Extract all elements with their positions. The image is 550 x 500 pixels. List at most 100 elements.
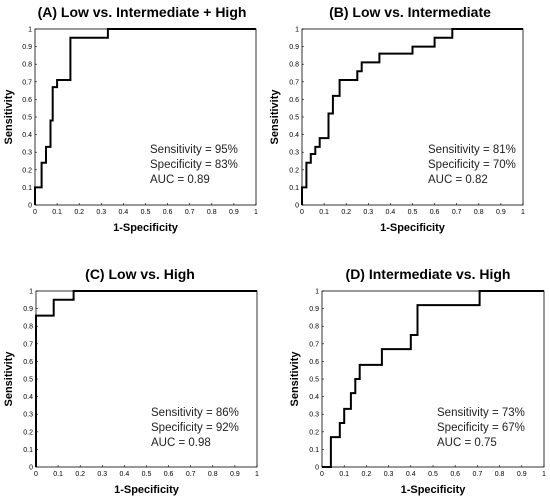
stat-annotation: AUC = 0.89 (150, 174, 210, 186)
stat-annotation: Specificity = 67% (437, 422, 525, 434)
x-tick-label: 0.3 (96, 209, 106, 216)
y-tick-label: 1 (29, 289, 33, 296)
x-tick-label: 0.4 (386, 209, 396, 216)
stat-annotation: Specificity = 83% (150, 159, 238, 171)
x-tick-label: 0.4 (406, 471, 416, 478)
y-tick-label: 0.2 (289, 167, 299, 174)
plot-frame (34, 28, 257, 206)
x-tick-label: 0.9 (496, 209, 506, 216)
x-tick-label: 1 (254, 209, 258, 216)
y-tick-label: 0.5 (309, 377, 319, 384)
y-tick-label: 1 (295, 27, 299, 34)
x-tick-label: 0.3 (97, 471, 107, 478)
x-tick-label: 0.2 (362, 471, 372, 478)
y-tick-label: 0.7 (309, 341, 319, 348)
y-tick-label: 0 (295, 203, 299, 210)
y-axis-label: Sensitivity (289, 351, 301, 407)
roc-curve (34, 28, 256, 205)
y-tick-label: 0.6 (289, 97, 299, 104)
x-tick-label: 0.7 (186, 471, 196, 478)
x-axis-label: 1-Specificity (380, 222, 446, 234)
y-tick-label: 0.8 (289, 62, 299, 69)
y-tick-label: 0.6 (23, 359, 33, 366)
x-tick-label: 0.2 (341, 209, 351, 216)
y-tick-label: 0.4 (309, 394, 319, 401)
y-tick-label: 0.7 (22, 79, 32, 86)
stat-annotation: AUC = 0.98 (151, 437, 211, 449)
y-tick-label: 0.6 (22, 97, 32, 104)
y-tick-label: 0.2 (22, 167, 32, 174)
y-tick-label: 0.1 (309, 447, 319, 454)
stat-annotation: Specificity = 70% (428, 159, 516, 171)
y-tick-label: 0.2 (309, 429, 319, 436)
y-axis-label: Sensitivity (3, 89, 15, 145)
plot-frame (35, 290, 258, 468)
x-tick-label: 0 (320, 471, 324, 478)
x-tick-label: 0.5 (408, 209, 418, 216)
x-tick-label: 0.5 (141, 209, 151, 216)
roc-curve (301, 28, 523, 205)
y-tick-label: 1 (28, 27, 32, 34)
chart-title: (A) Low vs. Intermediate + High (38, 4, 247, 20)
x-tick-label: 0.1 (53, 471, 63, 478)
x-tick-label: 1 (255, 471, 259, 478)
y-tick-label: 0.8 (309, 324, 319, 331)
roc-curve (35, 290, 257, 467)
stat-annotation: Sensitivity = 86% (151, 407, 239, 419)
x-tick-label: 0.6 (163, 209, 173, 216)
x-axis-label: 1-Specificity (114, 484, 180, 496)
x-tick-label: 0.5 (428, 471, 438, 478)
x-tick-label: 0.2 (74, 209, 84, 216)
x-tick-label: 0.9 (229, 209, 239, 216)
x-tick-label: 0.9 (230, 471, 240, 478)
x-tick-label: 0.4 (119, 209, 129, 216)
x-tick-label: 0.1 (52, 209, 62, 216)
chart-title: (B) Low vs. Intermediate (329, 4, 491, 20)
y-tick-label: 0.5 (22, 115, 32, 122)
y-tick-label: 0.4 (23, 394, 33, 401)
y-tick-label: 0.9 (289, 44, 299, 51)
y-tick-label: 0.7 (289, 79, 299, 86)
x-tick-label: 0.8 (208, 471, 218, 478)
x-tick-label: 1 (542, 471, 546, 478)
y-tick-label: 0 (315, 465, 319, 472)
y-tick-label: 0.9 (309, 306, 319, 313)
x-tick-label: 1 (521, 209, 525, 216)
y-tick-label: 0.1 (22, 185, 32, 192)
x-tick-label: 0.8 (495, 471, 505, 478)
y-tick-label: 0.1 (289, 185, 299, 192)
x-tick-label: 0.7 (185, 209, 195, 216)
x-tick-label: 0 (34, 471, 38, 478)
y-tick-label: 0.3 (23, 412, 33, 419)
x-tick-label: 0.7 (473, 471, 483, 478)
stat-annotation: AUC = 0.75 (437, 437, 497, 449)
y-tick-label: 0.8 (23, 324, 33, 331)
x-tick-label: 0.5 (142, 471, 152, 478)
x-tick-label: 0.3 (384, 471, 394, 478)
y-tick-label: 0.6 (309, 359, 319, 366)
y-tick-label: 0.3 (289, 150, 299, 157)
y-tick-label: 0 (28, 203, 32, 210)
stat-annotation: AUC = 0.82 (428, 174, 488, 186)
x-axis-label: 1-Specificity (113, 222, 179, 234)
chart-title: (D) Intermediate vs. High (346, 266, 511, 282)
x-tick-label: 0.8 (474, 209, 484, 216)
y-tick-label: 0.4 (22, 132, 32, 139)
x-tick-label: 0.2 (75, 471, 85, 478)
y-tick-label: 0.8 (22, 62, 32, 69)
y-tick-label: 0.3 (22, 150, 32, 157)
y-tick-label: 0.9 (22, 44, 32, 51)
x-tick-label: 0.6 (430, 209, 440, 216)
y-tick-label: 0.9 (23, 306, 33, 313)
x-tick-label: 0 (33, 209, 37, 216)
y-tick-label: 0 (29, 465, 33, 472)
x-tick-label: 0.6 (450, 471, 460, 478)
y-tick-label: 1 (315, 289, 319, 296)
roc-curve (322, 290, 544, 468)
x-tick-label: 0.4 (120, 471, 130, 478)
stat-annotation: Sensitivity = 81% (428, 144, 516, 156)
y-tick-label: 0.5 (23, 377, 33, 384)
x-tick-label: 0.9 (517, 471, 527, 478)
